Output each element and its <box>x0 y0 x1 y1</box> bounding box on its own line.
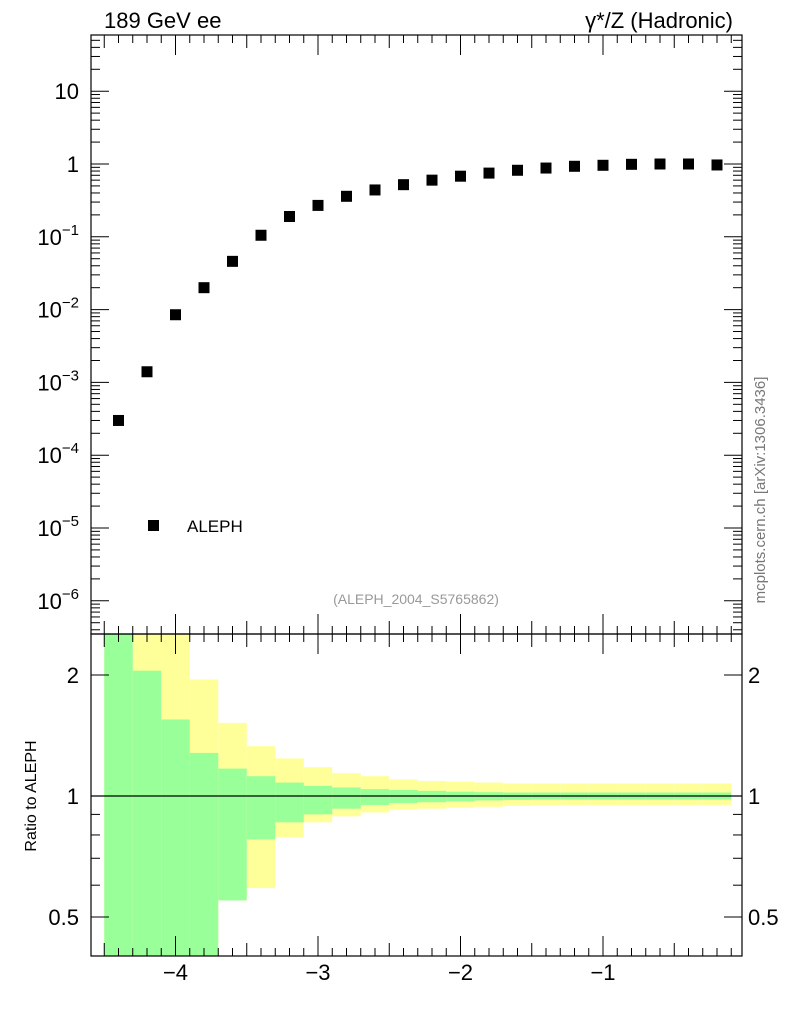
ratio-bands <box>104 634 732 956</box>
aleph-data-point <box>284 211 295 223</box>
watermark-label: mcplots.cern.ch [arXiv:1306.3436] <box>752 377 769 604</box>
ratio-axis-label: Ratio to ALEPH <box>23 740 40 851</box>
x-tick-label: −1 <box>590 960 615 985</box>
ratio-y-tick-label-left: 2 <box>67 663 79 688</box>
aleph-data-point <box>312 199 324 211</box>
aleph-data-point <box>483 167 495 179</box>
aleph-data-point <box>569 160 580 172</box>
main-y-tick-label: 10−4 <box>37 440 79 468</box>
green-band-bin <box>218 768 247 901</box>
aleph-data-points <box>113 158 723 426</box>
aleph-data-point <box>455 170 466 182</box>
main-y-tick-label: 10−3 <box>37 367 79 395</box>
x-tick-label: −2 <box>448 960 473 985</box>
ratio-y-tick-label-right: 2 <box>748 663 760 688</box>
main-y-tick-label: 10−5 <box>37 513 79 541</box>
ratio-y-tick-label-left: 0.5 <box>48 905 79 930</box>
aleph-data-point <box>426 174 438 186</box>
main-y-axis: 10 1 10−1 10−2 10−3 10−4 10−5 10−6 <box>37 39 742 631</box>
green-band-bin <box>104 634 133 956</box>
aleph-data-point <box>255 229 267 241</box>
green-band-bin <box>189 752 219 956</box>
green-band-bin <box>246 776 276 840</box>
aleph-data-point <box>711 159 723 171</box>
green-band-bin <box>275 782 304 823</box>
aleph-data-point <box>113 414 124 426</box>
legend-label: ALEPH <box>187 517 243 536</box>
aleph-data-point <box>398 179 409 191</box>
main-y-tick-label: 10−1 <box>37 222 79 250</box>
aleph-data-point <box>626 158 637 170</box>
main-frame <box>90 34 743 635</box>
aleph-data-point <box>141 366 153 378</box>
green-band-bin <box>303 785 333 815</box>
process-title: γ*/Z (Hadronic) <box>585 8 733 33</box>
aleph-data-point <box>683 158 694 170</box>
axes-frames <box>90 34 743 957</box>
ratio-frame <box>90 633 743 957</box>
x-axis: −4 −3 −2 −1 <box>103 35 732 985</box>
main-y-tick-label: 10−2 <box>37 295 79 323</box>
legend-marker <box>148 520 159 531</box>
ratio-y-tick-label-right: 1 <box>748 784 760 809</box>
green-band-bin <box>161 719 190 956</box>
main-y-tick-label: 10−6 <box>37 586 79 614</box>
green-band-bin <box>360 789 390 805</box>
ratio-y-axis: 0.5 0.5 1 1 2 2 <box>48 663 779 957</box>
ratio-y-tick-label-right: 0.5 <box>748 905 779 930</box>
legend: ALEPH <box>148 517 243 536</box>
aleph-data-point <box>227 255 238 267</box>
aleph-data-point <box>512 164 523 176</box>
analysis-id-label: (ALEPH_2004_S5765862) <box>333 591 499 607</box>
main-y-tick-label: 10 <box>55 79 79 104</box>
aleph-data-point <box>654 158 666 170</box>
energy-title: 189 GeV ee <box>104 8 221 33</box>
aleph-data-point <box>597 159 609 171</box>
x-tick-label: −4 <box>163 960 188 985</box>
aleph-data-point <box>369 184 381 196</box>
aleph-data-point <box>170 309 181 321</box>
green-band-bin <box>132 670 162 956</box>
green-band-bin <box>332 787 361 809</box>
aleph-data-point <box>540 162 552 174</box>
aleph-data-point <box>198 282 210 294</box>
main-y-tick-label: 1 <box>67 152 79 177</box>
x-tick-label: −3 <box>305 960 330 985</box>
ratio-y-tick-label-left: 1 <box>67 784 79 809</box>
aleph-data-point <box>341 190 352 202</box>
